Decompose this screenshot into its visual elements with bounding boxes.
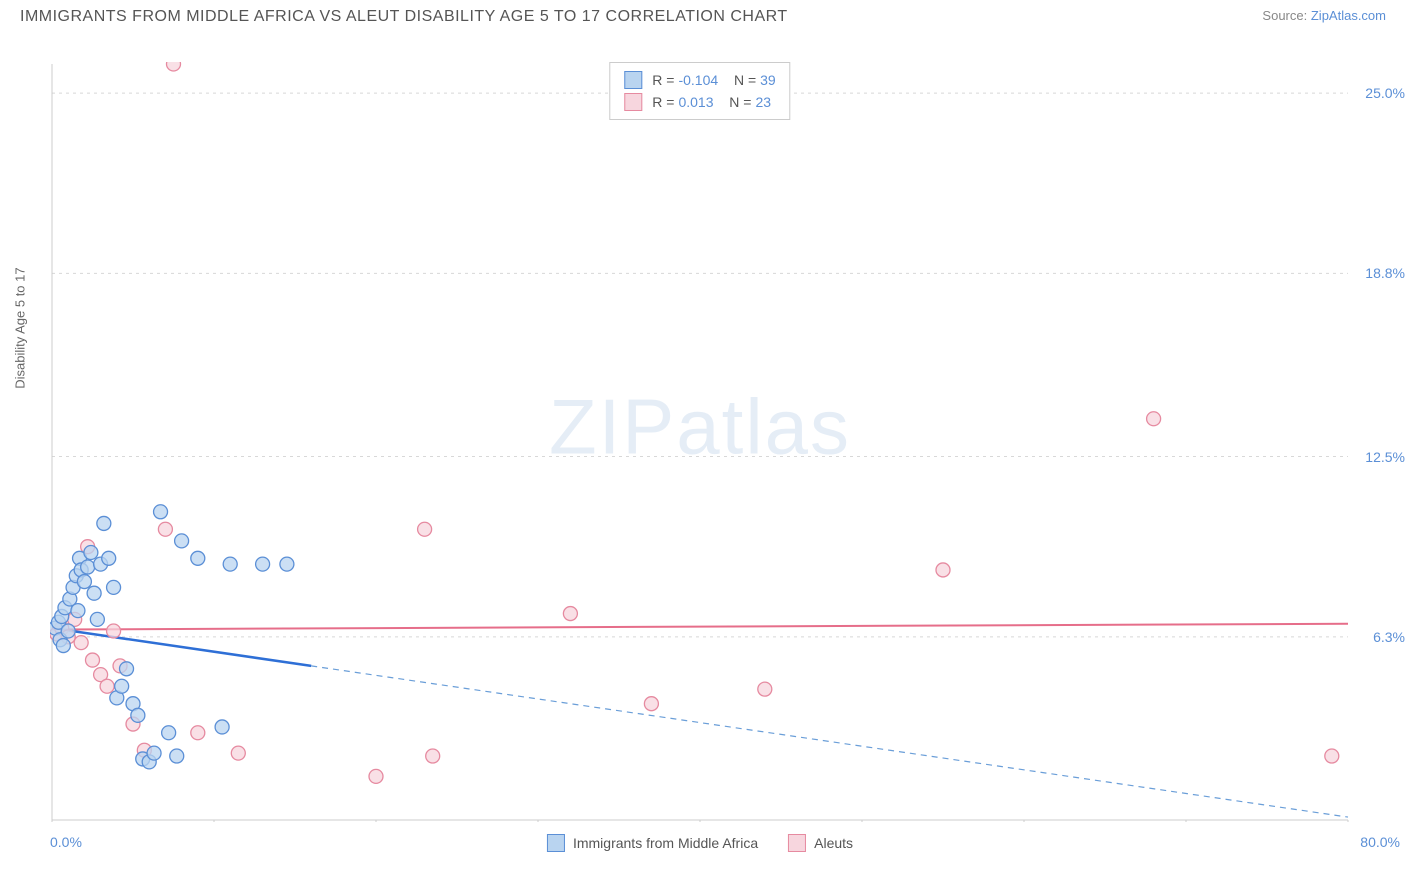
legend-swatch-series-1	[788, 834, 806, 852]
legend-r-value-0: -0.104	[678, 72, 718, 88]
legend-swatch-series-1	[624, 93, 642, 111]
series-legend-label: Immigrants from Middle Africa	[573, 835, 758, 851]
correlation-legend: R = -0.104 N = 39 R = 0.013 N = 23	[609, 62, 790, 120]
legend-r-label: R =	[652, 94, 674, 110]
source-link[interactable]: ZipAtlas.com	[1311, 8, 1386, 23]
legend-n-label: N =	[734, 72, 756, 88]
series-legend-label: Aleuts	[814, 835, 853, 851]
scatter-plot	[50, 62, 1350, 822]
chart-title: IMMIGRANTS FROM MIDDLE AFRICA VS ALEUT D…	[20, 8, 788, 26]
y-axis-label: Disability Age 5 to 17	[13, 267, 28, 388]
source-label: Source:	[1262, 8, 1307, 23]
legend-r-value-1: 0.013	[678, 94, 713, 110]
chart-area: Disability Age 5 to 17 ZIPatlas 6.3%12.5…	[50, 62, 1350, 822]
legend-n-value-0: 39	[760, 72, 776, 88]
source-attribution: Source: ZipAtlas.com	[1262, 8, 1386, 23]
legend-n-value-1: 23	[755, 94, 771, 110]
legend-swatch-series-0	[547, 834, 565, 852]
y-axis-tick-label: 18.8%	[1365, 265, 1405, 281]
series-legend-item: Aleuts	[788, 834, 853, 852]
y-axis-tick-label: 25.0%	[1365, 85, 1405, 101]
x-axis-max-label: 80.0%	[1360, 834, 1400, 850]
correlation-legend-row: R = -0.104 N = 39	[624, 69, 775, 91]
x-axis-min-label: 0.0%	[50, 834, 82, 850]
y-axis-tick-label: 6.3%	[1373, 629, 1405, 645]
y-axis-tick-label: 12.5%	[1365, 449, 1405, 465]
correlation-legend-row: R = 0.013 N = 23	[624, 91, 775, 113]
series-legend: Immigrants from Middle Africa Aleuts	[547, 834, 853, 852]
chart-header: IMMIGRANTS FROM MIDDLE AFRICA VS ALEUT D…	[0, 0, 1406, 30]
series-legend-item: Immigrants from Middle Africa	[547, 834, 758, 852]
legend-n-label: N =	[729, 94, 751, 110]
legend-r-label: R =	[652, 72, 674, 88]
legend-swatch-series-0	[624, 71, 642, 89]
